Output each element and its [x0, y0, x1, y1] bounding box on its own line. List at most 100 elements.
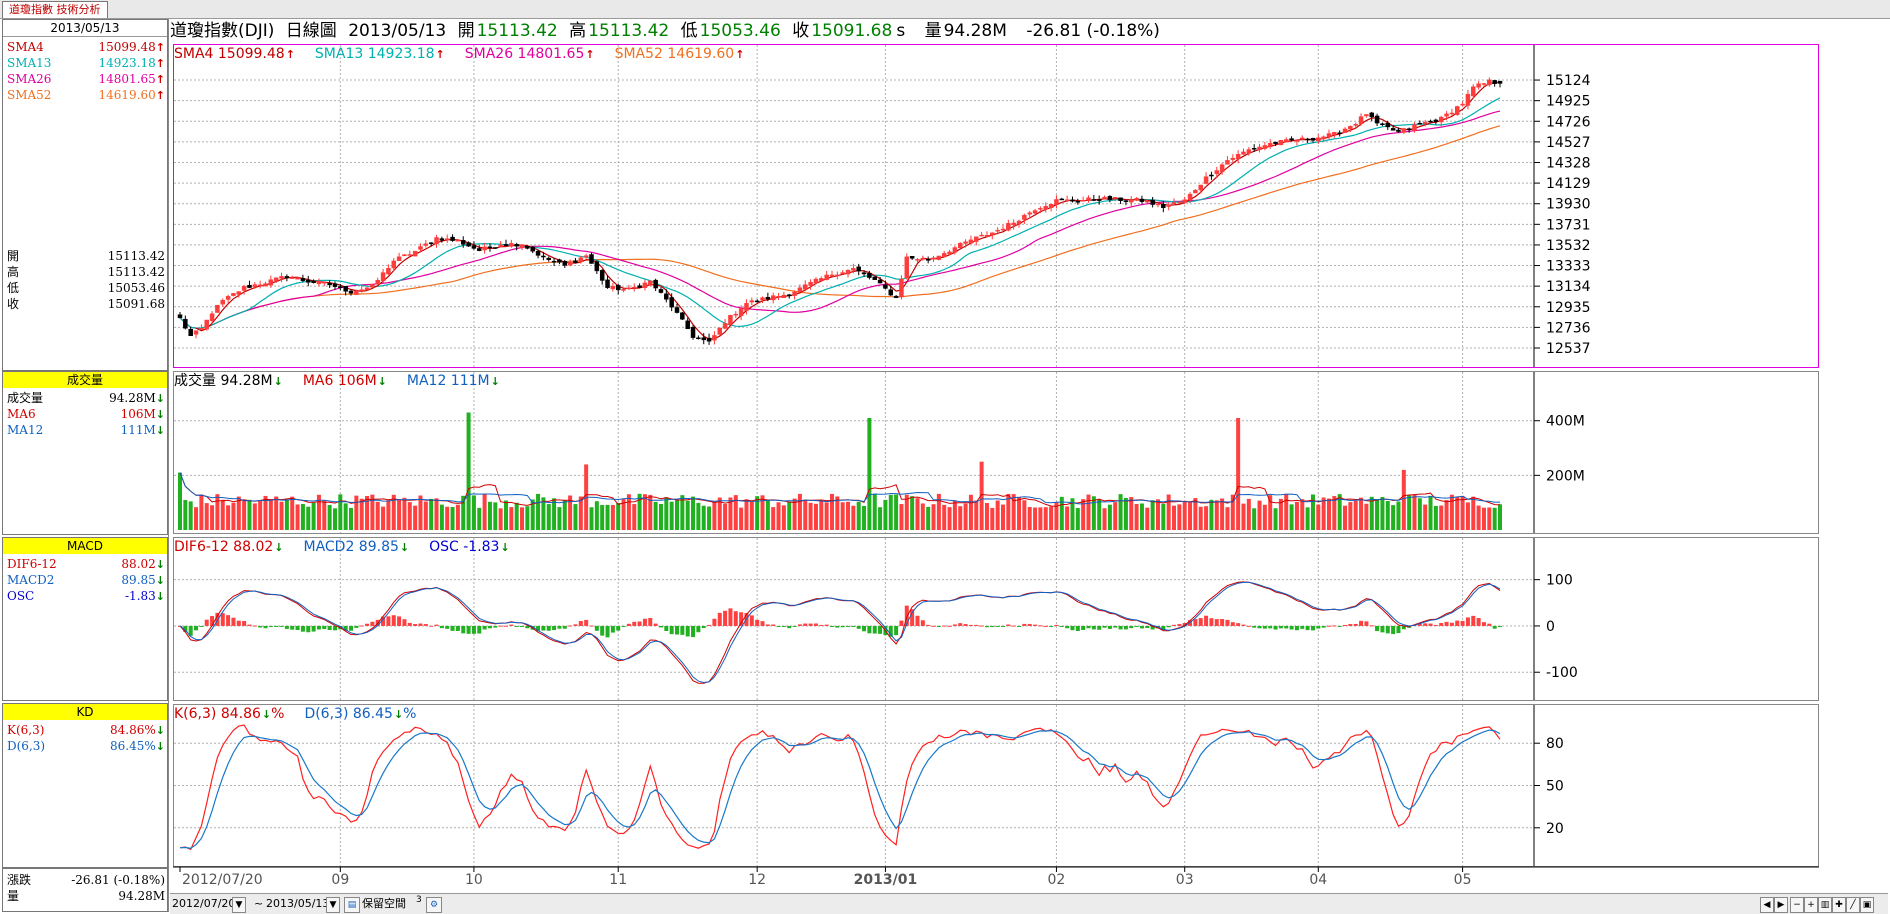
candle-body — [1203, 176, 1209, 184]
info-row-value: 15099.48 — [98, 40, 156, 54]
reserve-space-value[interactable]: 3 — [416, 895, 422, 905]
x-tick-label: 11 — [609, 872, 627, 888]
end-date[interactable]: 2013/05/13 — [266, 897, 330, 910]
settings-icon[interactable]: ⚙ — [426, 897, 442, 913]
volume-bar — [268, 499, 273, 530]
volume-bar — [1118, 494, 1123, 530]
crosshair-icon[interactable]: ✚ — [1832, 897, 1846, 913]
volume-bar — [493, 502, 498, 530]
volume-bar — [776, 502, 781, 530]
osc-bar — [717, 612, 722, 626]
candle-body — [610, 285, 616, 290]
kd-info-title: KD — [3, 704, 167, 720]
candle-body — [412, 250, 418, 257]
volume-bar — [1220, 498, 1225, 530]
info-row-ma6: MA6 106M↓ — [7, 406, 165, 422]
volume-bar — [386, 500, 391, 530]
osc-bar — [974, 624, 979, 626]
volume-bar — [648, 494, 653, 530]
osc-bar — [1193, 619, 1198, 626]
osc-bar — [450, 625, 455, 631]
scroll-left-icon[interactable]: ◀ — [1760, 897, 1774, 913]
zoom-out-icon[interactable]: − — [1790, 897, 1804, 913]
osc-bar — [397, 616, 402, 626]
tab-technical-analysis[interactable]: 道瓊指數 技術分析 — [2, 1, 108, 18]
candle-body — [1454, 106, 1460, 115]
reserve-icon[interactable]: ▤ — [344, 897, 360, 913]
volume-bar — [883, 499, 888, 530]
volume-bar — [509, 507, 514, 530]
kd-pane[interactable]: 20 50 80 — [173, 704, 1819, 867]
y-tick-label: 14328 — [1546, 155, 1591, 171]
candle-body — [701, 337, 706, 341]
chart-type-icon[interactable]: ▥ — [1818, 897, 1832, 913]
price-legend: SMA4 15099.48↑ SMA13 14923.18↑ SMA26 14801… — [174, 45, 764, 63]
candle-body — [1171, 202, 1177, 205]
info-row-: 低 15053.46 — [7, 280, 165, 296]
candle-body — [434, 237, 439, 245]
scroll-right-icon[interactable]: ▶ — [1774, 897, 1788, 913]
macd-pane[interactable]: -100 0 100 — [173, 537, 1819, 701]
volume-bar — [1241, 503, 1246, 530]
candle-body — [749, 300, 755, 303]
osc-bar — [236, 620, 241, 626]
price-pane[interactable]: 12537 12736 12935 13134 13333 13532 13731 13930… — [173, 44, 1819, 368]
volume-bar — [236, 496, 241, 530]
volume-bar — [1284, 493, 1289, 530]
volume-bar — [707, 506, 712, 530]
start-date-dropdown-icon[interactable]: ▼ — [232, 897, 246, 913]
y-tick-label: 12736 — [1546, 320, 1591, 336]
volume-value: 94.28M — [943, 21, 1007, 41]
osc-bar — [584, 619, 589, 626]
volume-bar — [669, 501, 674, 530]
legend-text: SMA26 14801.65 — [464, 46, 585, 62]
volume-bar — [1326, 498, 1331, 530]
macd-line — [179, 581, 1501, 684]
macd-chart: -100 0 100 — [174, 538, 1578, 700]
osc-bar — [1075, 625, 1080, 632]
y-tick-label: 0 — [1546, 619, 1555, 635]
candle-body — [835, 274, 840, 277]
osc-bar — [1321, 625, 1326, 628]
candle-body — [1161, 204, 1166, 208]
osc-bar — [1449, 622, 1454, 626]
y-tick-label: 13333 — [1546, 259, 1591, 275]
volume-pane[interactable]: 200M 400M — [173, 371, 1819, 534]
candle-body — [1102, 196, 1107, 200]
volume-bar — [1017, 497, 1022, 530]
volume-bar — [455, 504, 460, 530]
candle-body — [1444, 113, 1449, 117]
volume-bar — [1033, 507, 1038, 530]
osc-bar — [413, 624, 418, 626]
candle-body — [300, 278, 306, 281]
zoom-in-icon[interactable]: + — [1804, 897, 1818, 913]
osc-bar — [771, 624, 776, 626]
osc-bar — [188, 625, 193, 636]
osc-bar — [776, 625, 781, 627]
volume-bar — [1412, 494, 1417, 530]
y-tick-label: -100 — [1546, 665, 1578, 681]
volume-legend: 成交量 94.28M↓ MA6 106M↓ MA12 111M↓ — [174, 372, 520, 390]
osc-bar — [493, 625, 498, 628]
print-icon[interactable]: ▣ — [1860, 897, 1874, 913]
volume-bar — [1369, 496, 1374, 530]
osc-bar — [210, 616, 215, 626]
candle-body — [925, 259, 931, 261]
osc-bar — [669, 625, 674, 635]
candle-body — [225, 296, 231, 300]
start-date[interactable]: 2012/07/20 — [172, 897, 236, 910]
volume-bar — [274, 496, 279, 530]
candle-body — [1497, 80, 1503, 84]
volume-bar — [867, 417, 872, 530]
osc-bar — [926, 624, 931, 626]
info-row-name: SMA13 — [7, 56, 52, 70]
osc-bar — [573, 624, 578, 626]
osc-bar — [242, 621, 247, 626]
volume-bar — [1193, 498, 1198, 530]
candle-body — [1428, 120, 1433, 123]
end-date-dropdown-icon[interactable]: ▼ — [326, 897, 340, 913]
draw-line-icon[interactable]: ╱ — [1846, 897, 1860, 913]
volume-bar — [1476, 505, 1481, 530]
volume-bar — [1428, 495, 1433, 530]
